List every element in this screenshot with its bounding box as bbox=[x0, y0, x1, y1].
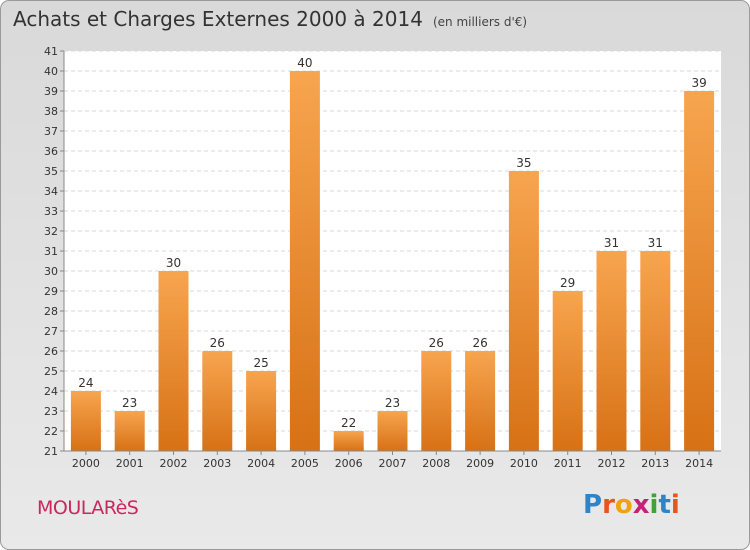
bar bbox=[465, 351, 496, 451]
bar-value-label: 24 bbox=[78, 376, 93, 390]
x-tick-label: 2014 bbox=[685, 457, 713, 470]
bar bbox=[596, 251, 627, 451]
bar bbox=[552, 291, 583, 451]
bar-value-label: 31 bbox=[604, 236, 619, 250]
y-tick-label: 32 bbox=[44, 225, 58, 238]
y-tick-label: 22 bbox=[44, 425, 58, 438]
bar-value-label: 31 bbox=[648, 236, 663, 250]
y-tick-label: 39 bbox=[44, 85, 58, 98]
bar bbox=[289, 71, 320, 451]
x-tick-label: 2007 bbox=[379, 457, 407, 470]
logo-letter: i bbox=[649, 490, 659, 520]
y-tick-label: 36 bbox=[44, 145, 58, 158]
y-tick-label: 35 bbox=[44, 165, 58, 178]
logo-letter: t bbox=[658, 490, 671, 520]
x-tick-label: 2002 bbox=[160, 457, 188, 470]
bar bbox=[333, 431, 364, 451]
x-tick-label: 2009 bbox=[466, 457, 494, 470]
y-tick-label: 21 bbox=[44, 445, 58, 458]
bar-value-label: 26 bbox=[210, 336, 225, 350]
bar-value-label: 26 bbox=[429, 336, 444, 350]
bar bbox=[421, 351, 452, 451]
logo-letter: r bbox=[602, 490, 615, 520]
y-tick-label: 29 bbox=[44, 285, 58, 298]
bar-value-label: 23 bbox=[122, 396, 137, 410]
bar bbox=[246, 371, 277, 451]
bar-value-label: 23 bbox=[385, 396, 400, 410]
y-tick-label: 34 bbox=[44, 185, 58, 198]
y-tick-label: 31 bbox=[44, 245, 58, 258]
y-tick-label: 28 bbox=[44, 305, 58, 318]
bar bbox=[158, 271, 189, 451]
y-tick-label: 33 bbox=[44, 205, 58, 218]
y-tick-label: 26 bbox=[44, 345, 58, 358]
y-tick-label: 30 bbox=[44, 265, 58, 278]
x-tick-label: 2012 bbox=[598, 457, 626, 470]
bar-value-label: 29 bbox=[560, 276, 575, 290]
x-tick-label: 2005 bbox=[291, 457, 319, 470]
bar bbox=[684, 91, 715, 451]
bar-value-label: 22 bbox=[341, 416, 356, 430]
bar-value-label: 30 bbox=[166, 256, 181, 270]
bar bbox=[377, 411, 408, 451]
x-tick-label: 2011 bbox=[554, 457, 582, 470]
x-tick-label: 2008 bbox=[422, 457, 450, 470]
x-tick-label: 2000 bbox=[72, 457, 100, 470]
title-text: Achats et Charges Externes 2000 à 2014 bbox=[13, 7, 423, 31]
x-tick-label: 2010 bbox=[510, 457, 538, 470]
bar bbox=[640, 251, 671, 451]
chart-title: Achats et Charges Externes 2000 à 2014 (e… bbox=[13, 7, 527, 31]
x-tick-label: 2001 bbox=[116, 457, 144, 470]
bar bbox=[114, 411, 145, 451]
logo-letter: i bbox=[670, 490, 680, 520]
y-tick-label: 27 bbox=[44, 325, 58, 338]
bar-value-label: 26 bbox=[472, 336, 487, 350]
y-tick-label: 37 bbox=[44, 125, 58, 138]
logo-letter: o bbox=[614, 490, 633, 520]
bar bbox=[508, 171, 539, 451]
y-tick-label: 40 bbox=[44, 65, 58, 78]
x-tick-label: 2013 bbox=[641, 457, 669, 470]
x-tick-label: 2004 bbox=[247, 457, 275, 470]
y-tick-label: 23 bbox=[44, 405, 58, 418]
y-tick-label: 24 bbox=[44, 385, 58, 398]
x-tick-label: 2003 bbox=[203, 457, 231, 470]
unit-label: (en milliers d'€) bbox=[432, 15, 528, 29]
bar-value-label: 35 bbox=[516, 156, 531, 170]
x-tick-label: 2006 bbox=[335, 457, 363, 470]
logo-letter: x bbox=[632, 490, 650, 520]
y-tick-label: 38 bbox=[44, 105, 58, 118]
bar-value-label: 40 bbox=[297, 56, 312, 70]
bar bbox=[70, 391, 101, 451]
logo-letter: P bbox=[583, 490, 603, 520]
bar bbox=[202, 351, 233, 451]
y-tick-label: 41 bbox=[44, 45, 58, 58]
bar-value-label: 25 bbox=[253, 356, 268, 370]
bar-value-label: 39 bbox=[691, 76, 706, 90]
proxiti-logo: Proxiti bbox=[583, 490, 680, 520]
y-tick-label: 25 bbox=[44, 365, 58, 378]
commune-name: MOULARèS bbox=[37, 497, 139, 519]
